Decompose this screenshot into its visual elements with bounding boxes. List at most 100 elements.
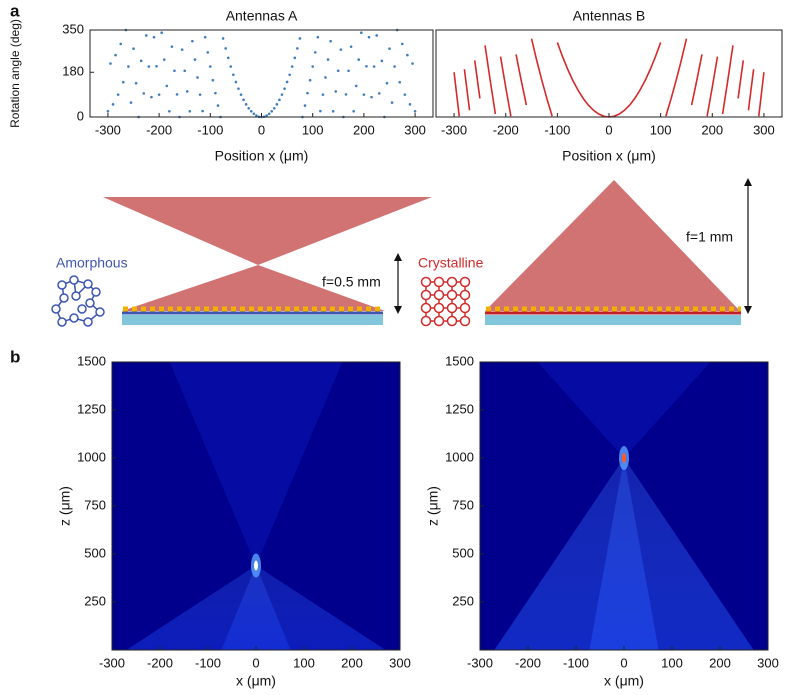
data-point xyxy=(298,37,302,40)
data-point xyxy=(157,93,161,96)
y-tick-label: 500 xyxy=(452,545,474,560)
y-tick-label: 1000 xyxy=(445,449,474,464)
data-point xyxy=(393,65,396,68)
data-point xyxy=(114,53,117,57)
x-tick-label: 100 xyxy=(661,655,683,670)
data-point xyxy=(214,91,217,95)
panel-label: b xyxy=(10,347,20,366)
data-point xyxy=(234,80,238,84)
x-tick-label: 100 xyxy=(293,655,315,670)
data-point xyxy=(334,90,338,93)
data-point xyxy=(170,45,174,48)
data-point xyxy=(121,80,125,84)
data-point xyxy=(188,109,192,113)
data-point xyxy=(145,34,148,37)
data-point xyxy=(134,81,138,85)
data-point xyxy=(221,37,225,40)
data-point xyxy=(109,62,112,65)
data-point xyxy=(331,109,335,113)
data-point xyxy=(380,59,384,63)
data-point xyxy=(344,93,348,96)
data-point xyxy=(267,112,271,116)
x-tick-label: 200 xyxy=(701,122,723,137)
data-point xyxy=(106,109,110,113)
data-point xyxy=(242,98,245,102)
diagram-left xyxy=(51,197,432,327)
data-point xyxy=(357,58,361,61)
data-point xyxy=(398,80,402,84)
data-point xyxy=(209,65,212,68)
data-point xyxy=(303,104,307,107)
y-tick-label: 1000 xyxy=(77,449,106,464)
x-tick-label: -300 xyxy=(467,655,493,670)
data-point xyxy=(411,62,414,65)
y-axis-label: z (μm) xyxy=(57,486,73,526)
data-point xyxy=(316,35,320,39)
y-tick-label: 1500 xyxy=(77,353,106,368)
data-point xyxy=(306,91,309,95)
plot-frame xyxy=(435,29,783,118)
data-point xyxy=(226,56,230,60)
beam-diverging xyxy=(169,362,343,566)
data-point xyxy=(408,103,412,106)
data-point xyxy=(324,76,327,79)
x-axis-label: Position x (μm) xyxy=(562,148,656,164)
y-tick-label: 750 xyxy=(452,497,474,512)
heatmap xyxy=(112,362,400,650)
data-point xyxy=(313,51,317,54)
data-point xyxy=(347,69,350,73)
data-point xyxy=(319,109,322,113)
data-point xyxy=(193,58,197,61)
data-point xyxy=(247,107,251,110)
x-tick-label: -100 xyxy=(197,122,223,137)
data-point xyxy=(216,104,220,107)
x-tick-label: 100 xyxy=(302,122,324,137)
data-point xyxy=(280,93,284,96)
y-tick-label: 180 xyxy=(62,64,84,79)
data-point xyxy=(229,65,233,68)
x-tick-label: 200 xyxy=(341,655,363,670)
x-tick-label: -100 xyxy=(563,655,589,670)
data-point xyxy=(129,101,133,104)
data-line xyxy=(453,38,765,118)
data-point xyxy=(160,31,163,35)
x-tick-label: -100 xyxy=(195,655,221,670)
data-point xyxy=(370,95,373,99)
data-point xyxy=(147,65,151,68)
x-tick-label: 0 xyxy=(252,655,259,670)
data-point xyxy=(203,35,207,39)
data-point xyxy=(413,109,417,113)
data-point xyxy=(237,87,240,90)
data-point xyxy=(377,92,381,95)
x-tick-label: -300 xyxy=(95,122,121,137)
data-point xyxy=(252,112,256,116)
plot-frame xyxy=(89,29,434,118)
data-point xyxy=(185,90,189,93)
data-point xyxy=(211,78,215,82)
heatmap xyxy=(480,362,768,650)
y-tick-label: 350 xyxy=(62,21,84,36)
y-axis-label: z (μm) xyxy=(425,486,441,526)
x-tick-label: 200 xyxy=(353,122,375,137)
data-point xyxy=(275,103,279,106)
data-point xyxy=(296,47,299,50)
data-point xyxy=(150,95,153,99)
data-point xyxy=(265,114,268,117)
data-point xyxy=(329,39,332,43)
data-point xyxy=(183,69,187,73)
x-tick-label: 300 xyxy=(753,122,775,137)
data-point xyxy=(224,47,227,50)
data-point xyxy=(339,48,343,51)
focus-spot xyxy=(622,453,626,463)
data-point xyxy=(272,107,276,110)
y-tick-label: 1250 xyxy=(445,401,474,416)
data-point xyxy=(191,39,194,43)
data-point xyxy=(165,84,169,88)
data-point xyxy=(290,65,294,68)
focus-spot xyxy=(254,560,258,571)
x-tick-label: -200 xyxy=(147,655,173,670)
x-tick-label: 300 xyxy=(757,655,779,670)
data-point xyxy=(403,93,407,96)
data-point xyxy=(406,53,409,57)
data-point xyxy=(255,114,258,117)
